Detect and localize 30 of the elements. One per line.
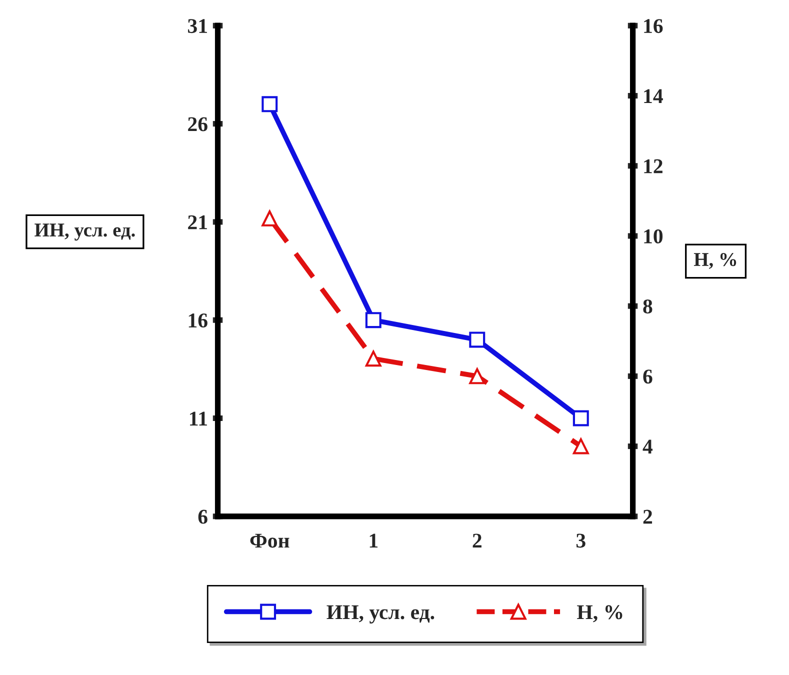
y2-tick-label: 12 xyxy=(644,159,662,174)
point xyxy=(365,350,382,367)
y-tick-label: 21 xyxy=(188,215,207,230)
point xyxy=(262,96,278,112)
point xyxy=(469,368,486,384)
point xyxy=(262,210,278,226)
legend-label: ИН, усл. ед. xyxy=(326,605,434,624)
y-tick-label: 11 xyxy=(190,412,207,426)
point xyxy=(572,438,589,454)
y2-tick-label: 16 xyxy=(644,19,663,34)
x-tick-label: 1 xyxy=(370,534,378,548)
x-tick-label: 3 xyxy=(576,534,586,548)
point xyxy=(365,312,382,328)
legend-label: Н, % xyxy=(577,605,622,622)
y-tick-label: 16 xyxy=(188,314,208,328)
y2-tick-label: 6 xyxy=(643,370,652,384)
y2-tick-label: 8 xyxy=(643,299,652,314)
y2-axis-title: Н, % xyxy=(694,252,736,269)
y-tick-label: 31 xyxy=(188,19,207,34)
y2-tick-label: 14 xyxy=(644,89,663,103)
y-tick-label: 6 xyxy=(198,510,208,524)
y2-tick-label: 2 xyxy=(643,510,652,524)
y-tick-label: 26 xyxy=(188,117,208,132)
x-tick-label: 2 xyxy=(472,534,482,548)
point xyxy=(469,332,486,348)
x-tick-label: Фон xyxy=(250,534,290,548)
y2-tick-label: 4 xyxy=(642,440,653,454)
y-axis-title: ИН, усл. ед. xyxy=(34,224,135,241)
y2-tick-label: 10 xyxy=(644,229,663,244)
point xyxy=(572,410,589,426)
